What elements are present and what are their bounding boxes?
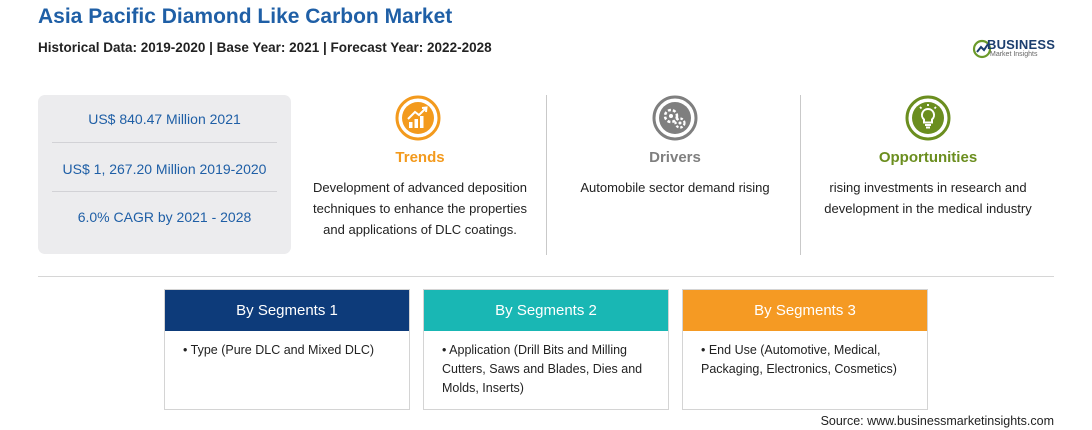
segment-card-body: • Application (Drill Bits and Milling Cu… [424, 331, 668, 398]
segment-card-3: By Segments 3 • End Use (Automotive, Med… [682, 289, 928, 410]
opportunities-text-line: development in the medical industry [824, 201, 1032, 216]
stat-divider [52, 191, 277, 192]
drivers-heading: Drivers [649, 149, 701, 166]
market-stats-box: US$ 840.47 Million 2021 US$ 1, 267.20 Mi… [38, 95, 291, 254]
segment-card-title: By Segments 1 [165, 290, 409, 331]
opportunities-text: rising investments in research and devel… [804, 177, 1052, 219]
growth-chart-icon [395, 95, 441, 141]
segment-card-line: • Type (Pure DLC and Mixed DLC) [183, 343, 375, 357]
opportunities-heading: Opportunities [878, 149, 978, 166]
lightbulb-icon [905, 95, 951, 141]
stat-market-value-2021: US$ 840.47 Million 2021 [88, 111, 241, 127]
segment-card-line: • Application (Drill Bits and Milling [442, 343, 628, 357]
segment-card-2: By Segments 2 • Application (Drill Bits … [423, 289, 669, 410]
segment-card-title: By Segments 2 [424, 290, 668, 331]
segment-card-body: • End Use (Automotive, Medical, Packagin… [683, 331, 927, 379]
trends-text-line: techniques to enhance the properties [313, 201, 527, 216]
trends-heading: Trends [395, 149, 445, 166]
segment-card-line: • End Use (Automotive, Medical, [701, 343, 881, 357]
page-subtitle: Historical Data: 2019-2020 | Base Year: … [38, 40, 492, 55]
opportunities-text-line: rising investments in research and [829, 180, 1027, 195]
column-divider [800, 95, 801, 255]
logo-tagline: Market Insights [990, 51, 1038, 58]
logo-mark-icon [972, 39, 992, 59]
drivers-text-line: Automobile sector demand rising [580, 180, 770, 195]
segment-card-1: By Segments 1 • Type (Pure DLC and Mixed… [164, 289, 410, 410]
logo-wordmark: BUSINESS [987, 37, 1056, 52]
source-link[interactable]: Source: www.businessmarketinsights.com [820, 414, 1054, 428]
trends-text: Development of advanced deposition techn… [298, 177, 542, 240]
segment-card-line: Molds, Inserts) [442, 381, 524, 395]
section-divider [38, 276, 1054, 277]
drivers-text: Automobile sector demand rising [552, 177, 798, 198]
page-title: Asia Pacific Diamond Like Carbon Market [38, 5, 453, 28]
segment-card-title: By Segments 3 [683, 290, 927, 331]
trends-text-line: and applications of DLC coatings. [323, 222, 517, 237]
trends-text-line: Development of advanced deposition [313, 180, 527, 195]
segment-card-body: • Type (Pure DLC and Mixed DLC) [165, 331, 409, 360]
stat-market-value-historical: US$ 1, 267.20 Million 2019-2020 [62, 161, 267, 177]
stat-cagr: 6.0% CAGR by 2021 - 2028 [77, 209, 252, 225]
segment-card-line: Cutters, Saws and Blades, Dies and [442, 362, 643, 376]
column-divider [546, 95, 547, 255]
stat-divider [52, 142, 277, 143]
brand-logo: BUSINESS Market Insights [972, 36, 1062, 66]
segment-card-line: Packaging, Electronics, Cosmetics) [701, 362, 897, 376]
gears-icon [652, 95, 698, 141]
